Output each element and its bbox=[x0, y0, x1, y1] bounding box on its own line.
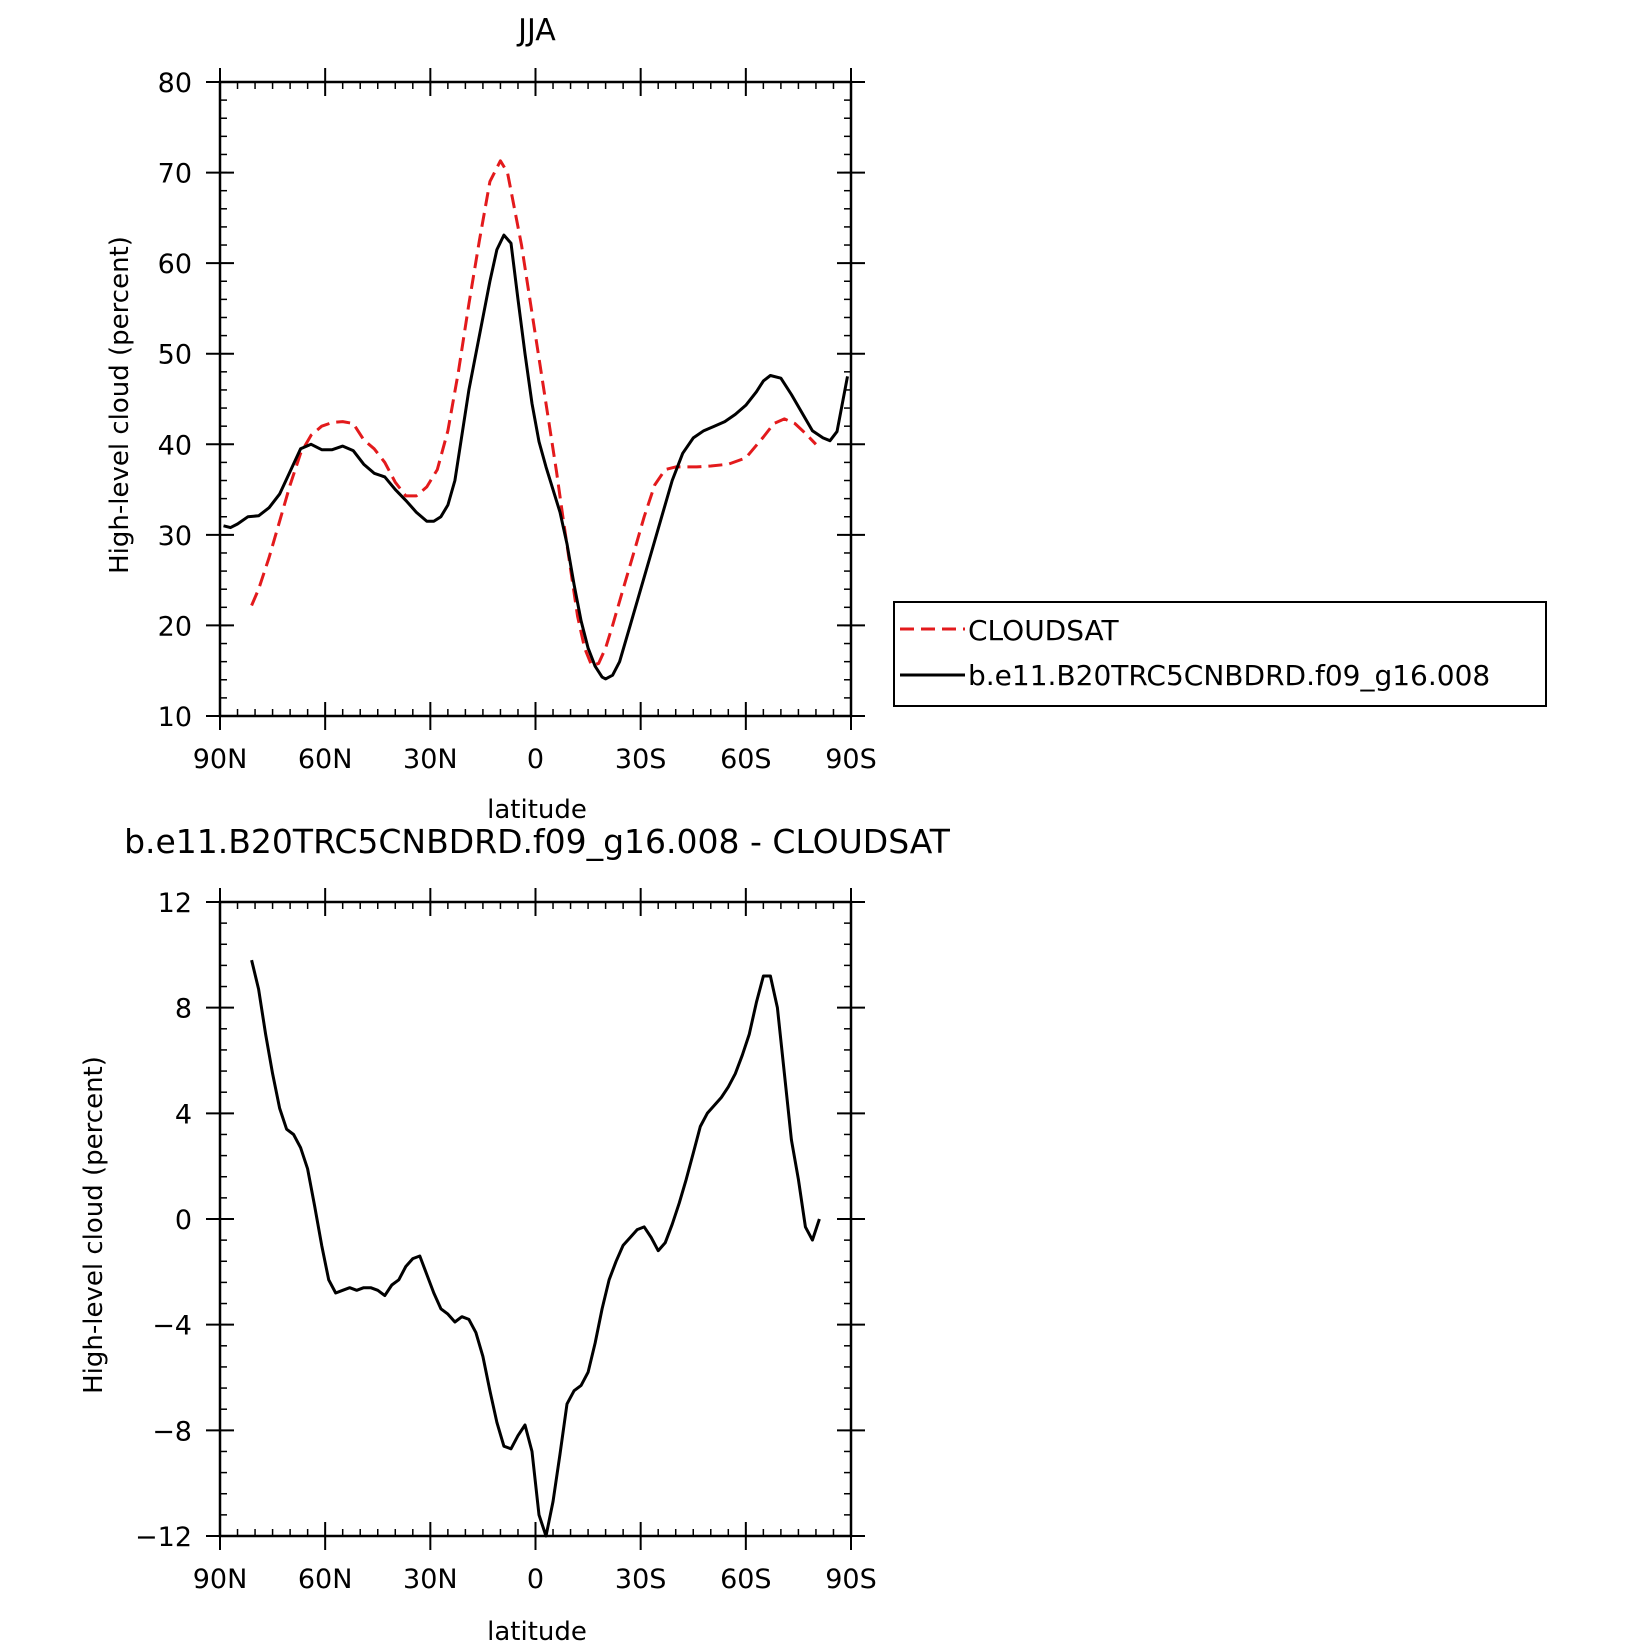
x-tick-label: 90N bbox=[193, 744, 248, 775]
bottom-x-axis-label: latitude bbox=[487, 1617, 587, 1647]
series-line-0-1 bbox=[223, 233, 849, 681]
x-tick-label: 60S bbox=[720, 744, 772, 775]
series-line-0-0 bbox=[250, 159, 817, 667]
top-plot-area: 90N 60N 30N 0 30S 60S 90S 80 70 60 50 40 30 20 10 bbox=[158, 68, 877, 775]
series-line-1-0 bbox=[250, 959, 821, 1538]
y-tick-label: 50 bbox=[158, 340, 192, 371]
y-tick-label: 60 bbox=[158, 249, 192, 280]
bottom-panel: b.e11.B20TRC5CNBDRD.f09_g16.008 - CLOUDS… bbox=[79, 822, 951, 1647]
y-tick-label: −12 bbox=[135, 1522, 192, 1553]
top-panel: JJA 90N 60N 30N 0 30S 60S 90S8070605040302010 … bbox=[105, 13, 877, 825]
bottom-chart-title: b.e11.B20TRC5CNBDRD.f09_g16.008 - CLOUDS… bbox=[124, 822, 951, 861]
x-tick-label: 30N bbox=[403, 744, 458, 775]
legend-label-model: b.e11.B20TRC5CNBDRD.f09_g16.008 bbox=[968, 659, 1490, 692]
x-tick-label: 60S bbox=[720, 1564, 772, 1595]
y-tick-label: 0 bbox=[175, 1205, 192, 1236]
bottom-plot-area: 90N 60N 30N 0 30S 60S 90S 12 8 4 0 −4 −8 −12 bbox=[135, 888, 877, 1595]
legend-label-cloudsat: CLOUDSAT bbox=[968, 614, 1120, 647]
top-chart-title: JJA bbox=[516, 13, 556, 48]
y-tick-label: 4 bbox=[175, 1099, 192, 1130]
top-x-axis-label: latitude bbox=[487, 795, 587, 825]
y-tick-label: 80 bbox=[158, 68, 192, 99]
top-y-axis-label: High-level cloud (percent) bbox=[105, 236, 135, 574]
x-tick-label: 60N bbox=[298, 744, 353, 775]
y-tick-label: −4 bbox=[152, 1311, 192, 1342]
y-tick-label: −8 bbox=[152, 1416, 192, 1447]
legend-box bbox=[893, 601, 1547, 707]
x-tick-label: 30S bbox=[615, 744, 667, 775]
y-tick-label: 40 bbox=[158, 430, 192, 461]
y-tick-label: 30 bbox=[158, 521, 192, 552]
x-tick-label: 30S bbox=[615, 1564, 667, 1595]
x-tick-label: 60N bbox=[298, 1564, 353, 1595]
legend: CLOUDSAT b.e11.B20TRC5CNBDRD.f09_g16.008 bbox=[893, 601, 1547, 707]
y-tick-label: 20 bbox=[158, 611, 192, 642]
x-tick-label: 0 bbox=[527, 1564, 544, 1595]
bottom-y-axis-label: High-level cloud (percent) bbox=[79, 1056, 109, 1394]
x-tick-label: 30N bbox=[403, 1564, 458, 1595]
y-tick-label: 10 bbox=[158, 702, 192, 733]
x-tick-label: 90S bbox=[825, 744, 877, 775]
y-tick-label: 70 bbox=[158, 159, 192, 190]
x-tick-label: 0 bbox=[527, 744, 544, 775]
plot-frame bbox=[218, 80, 853, 718]
y-tick-label: 12 bbox=[158, 888, 192, 919]
y-tick-label: 8 bbox=[175, 994, 192, 1025]
x-tick-label: 90S bbox=[825, 1564, 877, 1595]
x-tick-label: 90N bbox=[193, 1564, 248, 1595]
